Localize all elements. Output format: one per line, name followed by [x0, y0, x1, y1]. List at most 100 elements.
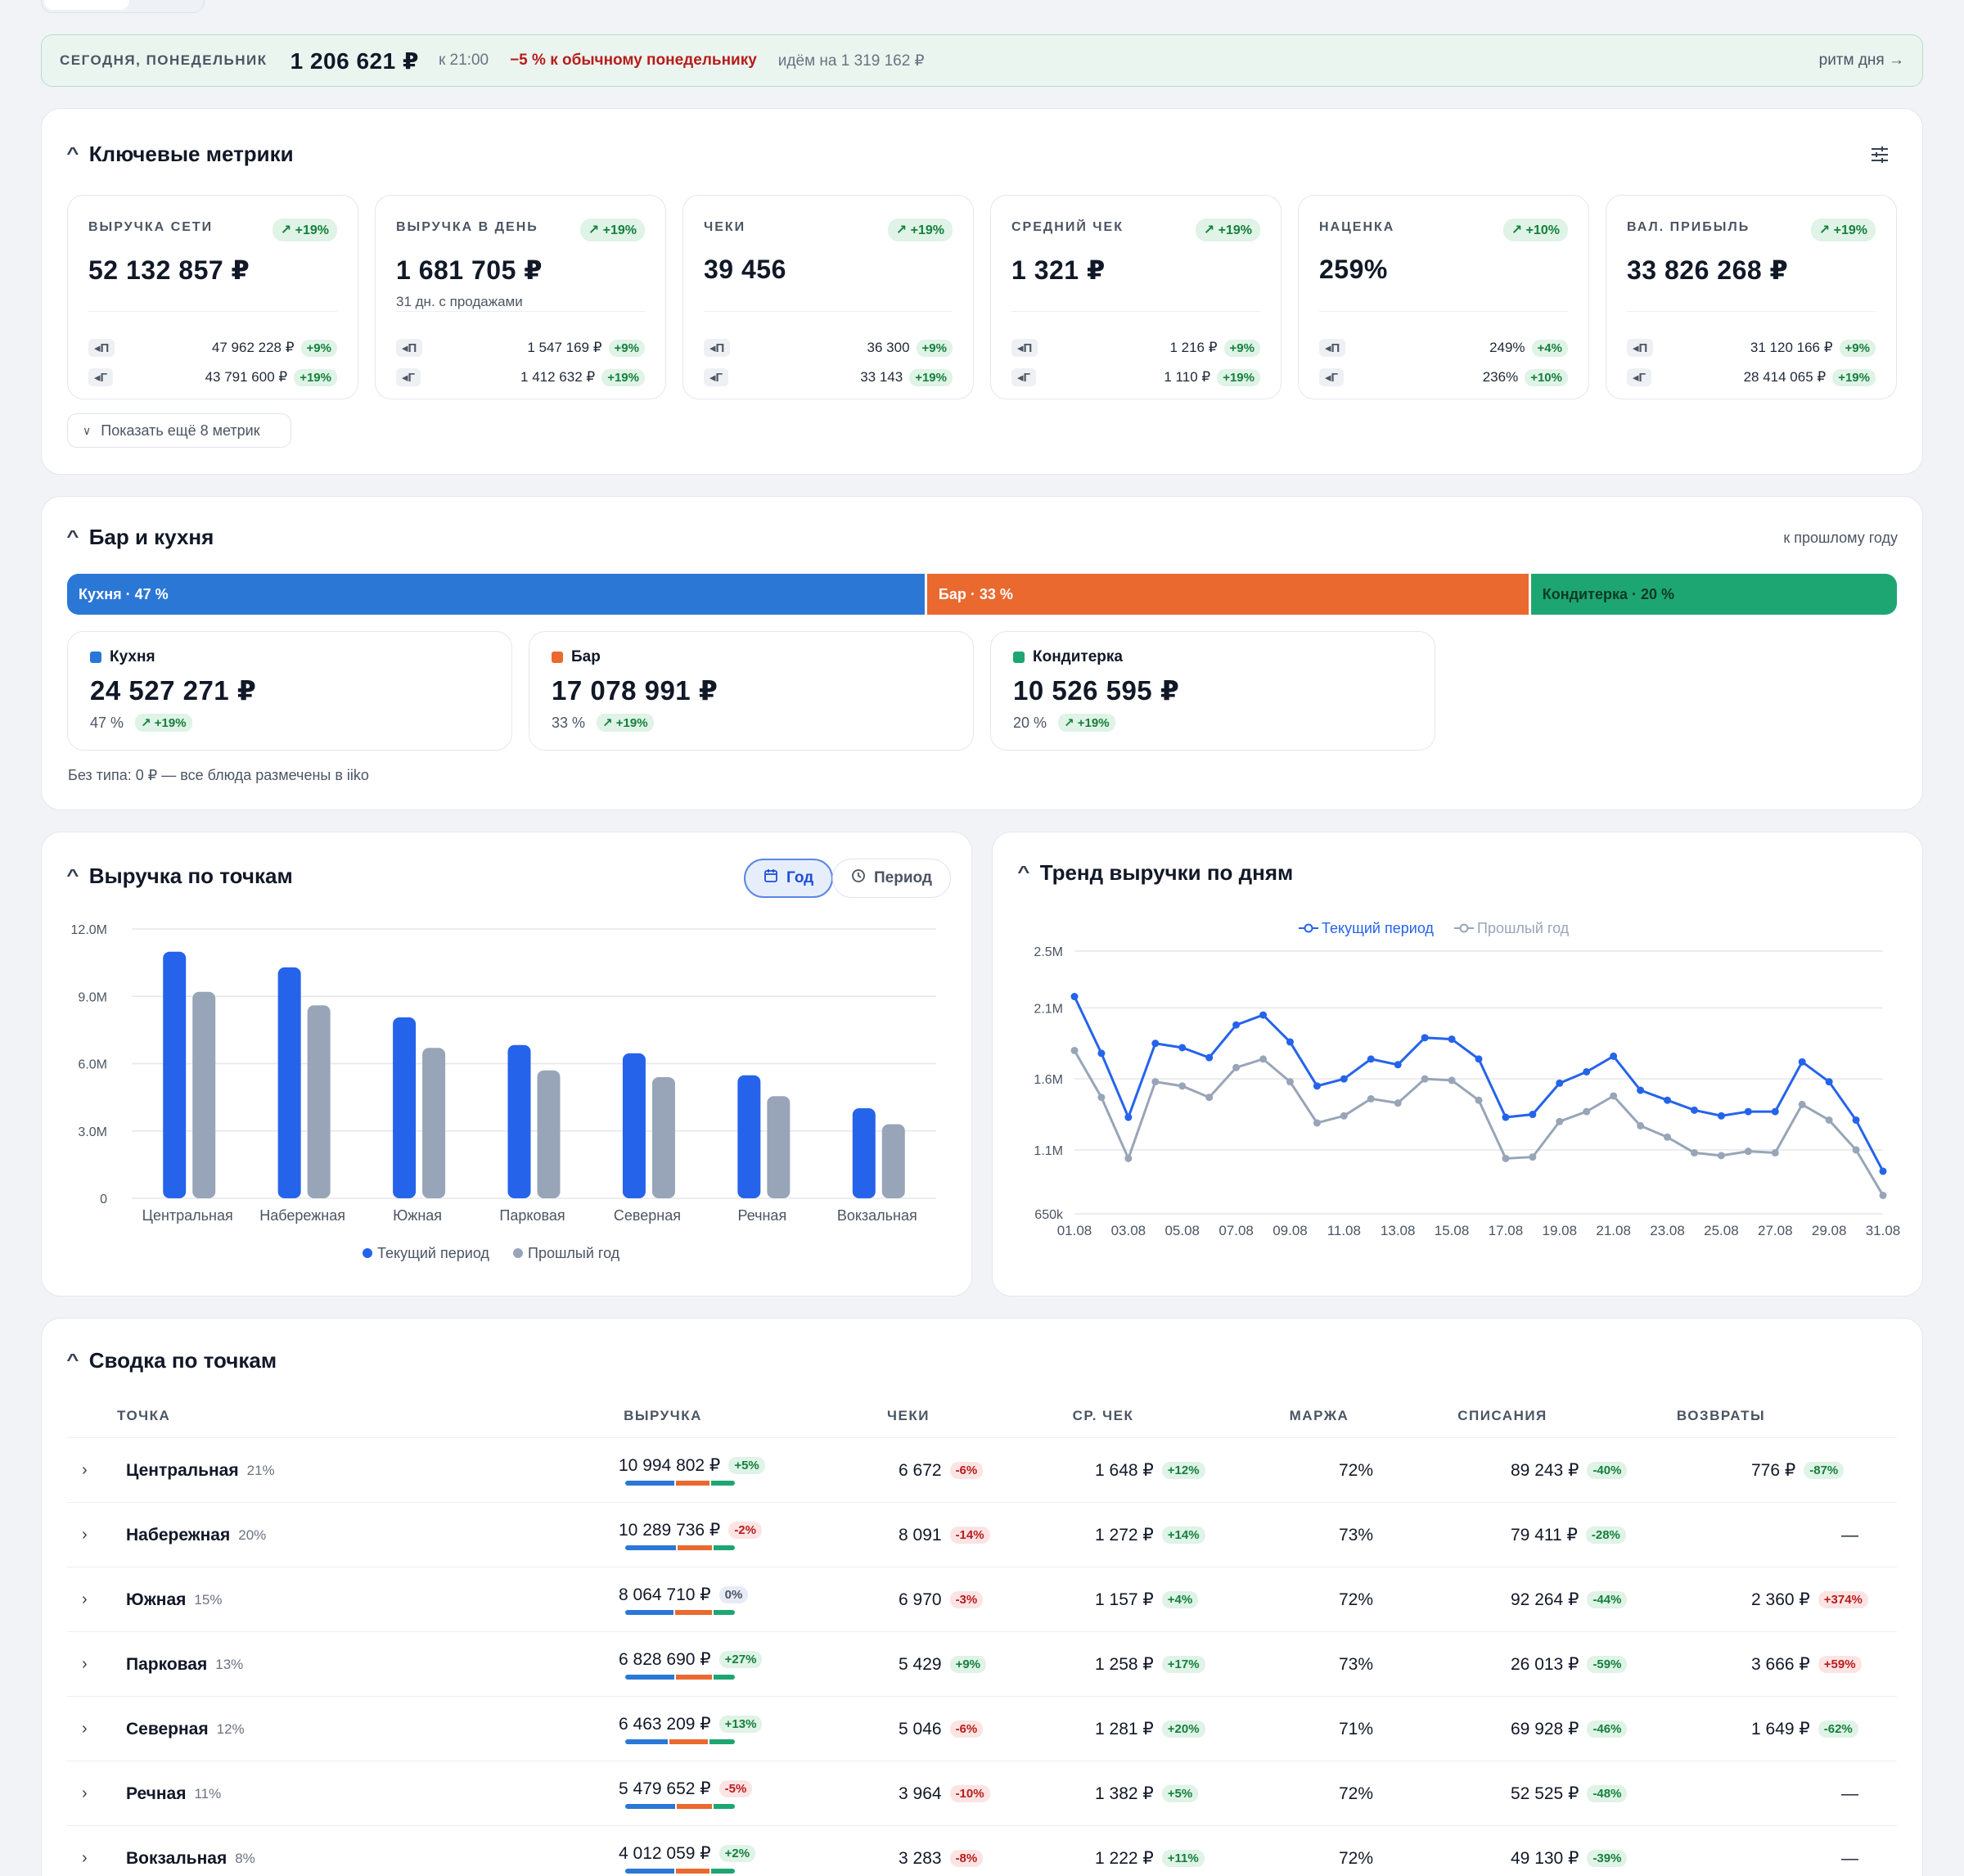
sliders-icon[interactable]	[1870, 145, 1890, 169]
data-point[interactable]	[1448, 1076, 1456, 1085]
data-point[interactable]	[1771, 1148, 1779, 1157]
data-point[interactable]	[1124, 1113, 1133, 1121]
data-point[interactable]	[1124, 1154, 1133, 1162]
data-point[interactable]	[1637, 1086, 1645, 1094]
data-point[interactable]	[1205, 1053, 1214, 1062]
data-point[interactable]	[1529, 1153, 1537, 1161]
data-point[interactable]	[1070, 1046, 1079, 1054]
chevron-right-icon[interactable]: ›	[82, 1655, 88, 1673]
category-card[interactable]: Кухня 24 527 271 ₽ 47 % ↗ +19%	[67, 631, 512, 751]
pastry-segment[interactable]: Кондитерка · 20 %	[1530, 574, 1897, 615]
data-point[interactable]	[1448, 1035, 1456, 1044]
chevron-up-icon[interactable]: ^	[66, 1351, 79, 1369]
bar-segment[interactable]: Бар · 33 %	[926, 574, 1531, 615]
data-point[interactable]	[1394, 1061, 1402, 1069]
data-point[interactable]	[1232, 1063, 1241, 1071]
data-point[interactable]	[1151, 1039, 1160, 1048]
table-row[interactable]: › Центральная 21% 10 994 802 ₽ +5% 6 672 -6% 1 …	[67, 1437, 1897, 1502]
data-point[interactable]	[1421, 1034, 1429, 1042]
legend-label[interactable]: Прошлый год	[1477, 920, 1570, 936]
show-more-metrics-button[interactable]: ∨ Показать ещё 8 метрик	[67, 413, 291, 448]
data-point[interactable]	[1852, 1146, 1860, 1154]
chevron-right-icon[interactable]: ›	[82, 1720, 88, 1738]
table-row[interactable]: › Парковая 13% 6 828 690 ₽ +27% 5 429 +9% 1 258…	[67, 1631, 1897, 1696]
kpi-card[interactable]: ВЫРУЧКА В ДЕНЬ ↗ +19% 1 681 705 ₽ 31 дн. с …	[375, 195, 666, 399]
day-rhythm-link[interactable]: ритм дня →	[1818, 52, 1904, 69]
chevron-up-icon[interactable]: ^	[66, 867, 79, 885]
data-point[interactable]	[1556, 1117, 1564, 1125]
data-point[interactable]	[1664, 1096, 1672, 1104]
data-point[interactable]	[1340, 1075, 1348, 1083]
data-point[interactable]	[1744, 1107, 1752, 1116]
data-point[interactable]	[1798, 1100, 1806, 1108]
view-switcher[interactable]	[41, 0, 205, 13]
data-point[interactable]	[1744, 1148, 1752, 1156]
bar[interactable]	[163, 951, 187, 1198]
legend-label[interactable]: Текущий период	[1322, 920, 1434, 936]
data-point[interactable]	[1690, 1106, 1698, 1114]
data-point[interactable]	[1286, 1078, 1294, 1086]
bar[interactable]	[307, 1005, 331, 1198]
kpi-card[interactable]: СРЕДНИЙ ЧЕК ↗ +19% 1 321 ₽ ◂П 1 216 ₽ +9% ◂Г 1 …	[990, 195, 1282, 399]
bar[interactable]	[192, 991, 216, 1198]
kpi-card[interactable]: ЧЕКИ ↗ +19% 39 456 ◂П 36 300 +9% ◂Г 33 143 +19%	[682, 195, 974, 399]
column-header[interactable]: СР. ЧЕК	[1072, 1408, 1134, 1423]
category-card[interactable]: Бар 17 078 991 ₽ 33 % ↗ +19%	[529, 631, 974, 751]
chevron-right-icon[interactable]: ›	[82, 1461, 88, 1479]
chevron-right-icon[interactable]: ›	[82, 1590, 88, 1608]
data-point[interactable]	[1178, 1044, 1187, 1052]
kpi-card[interactable]: ВЫРУЧКА СЕТИ ↗ +19% 52 132 857 ₽ ◂П 47 962 2…	[67, 195, 358, 399]
data-point[interactable]	[1340, 1112, 1348, 1120]
bar[interactable]	[393, 1017, 417, 1198]
data-point[interactable]	[1475, 1096, 1483, 1104]
data-point[interactable]	[1475, 1055, 1483, 1063]
revenue-by-points-header[interactable]: ^ Выручка по точкам	[66, 864, 292, 889]
bar[interactable]	[881, 1124, 905, 1198]
data-point[interactable]	[1852, 1116, 1860, 1124]
key-metrics-header[interactable]: ^ Ключевые метрики	[66, 142, 293, 167]
chevron-up-icon[interactable]: ^	[1017, 864, 1030, 882]
period-button[interactable]: Период	[832, 859, 951, 898]
column-header[interactable]: ТОЧКА	[117, 1408, 171, 1423]
data-point[interactable]	[1394, 1099, 1402, 1107]
bar[interactable]	[507, 1044, 531, 1198]
year-button[interactable]: Год	[744, 859, 834, 898]
chevron-up-icon[interactable]: ^	[66, 145, 79, 163]
category-card[interactable]: Кондитерка 10 526 595 ₽ 20 % ↗ +19%	[990, 631, 1435, 751]
data-point[interactable]	[1502, 1154, 1510, 1162]
column-header[interactable]: ВОЗВРАТЫ	[1676, 1408, 1766, 1423]
column-header[interactable]: СПИСАНИЯ	[1457, 1408, 1547, 1423]
data-point[interactable]	[1690, 1148, 1698, 1157]
bar[interactable]	[622, 1053, 646, 1198]
data-point[interactable]	[1664, 1133, 1672, 1141]
data-point[interactable]	[1556, 1079, 1564, 1087]
bar[interactable]	[277, 967, 301, 1198]
table-row[interactable]: › Набережная 20% 10 289 736 ₽ -2% 8 091 -14% 1 …	[67, 1502, 1897, 1567]
chevron-right-icon[interactable]: ›	[82, 1784, 88, 1802]
bar[interactable]	[651, 1076, 675, 1198]
data-point[interactable]	[1825, 1116, 1833, 1124]
data-point[interactable]	[1205, 1094, 1214, 1102]
data-point[interactable]	[1070, 993, 1079, 1001]
data-point[interactable]	[1232, 1021, 1241, 1029]
kpi-card[interactable]: ВАЛ. ПРИБЫЛЬ ↗ +19% 33 826 268 ₽ ◂П 31 120 1…	[1606, 195, 1897, 399]
table-row[interactable]: › Северная 12% 6 463 209 ₽ +13% 5 046 -6% 1 281…	[67, 1696, 1897, 1761]
data-point[interactable]	[1367, 1094, 1375, 1103]
data-point[interactable]	[1529, 1111, 1537, 1119]
data-point[interactable]	[1259, 1055, 1268, 1063]
data-point[interactable]	[1367, 1055, 1375, 1063]
view-switcher-active[interactable]	[44, 0, 129, 10]
data-point[interactable]	[1421, 1075, 1429, 1083]
table-row[interactable]: › Южная 15% 8 064 710 ₽ 0% 6 970 -3% 1 157 ₽ +4%…	[67, 1567, 1897, 1631]
data-point[interactable]	[1583, 1067, 1591, 1076]
revenue-trend-header[interactable]: ^ Тренд выручки по дням	[1017, 860, 1293, 886]
data-point[interactable]	[1798, 1058, 1806, 1066]
data-point[interactable]	[1879, 1167, 1887, 1175]
column-header[interactable]: ВЫРУЧКА	[624, 1408, 702, 1423]
column-header[interactable]: МАРЖА	[1289, 1408, 1349, 1423]
data-point[interactable]	[1313, 1119, 1321, 1127]
kpi-card[interactable]: НАЦЕНКА ↗ +10% 259% ◂П 249% +4% ◂Г 236% +10%	[1298, 195, 1589, 399]
data-point[interactable]	[1879, 1191, 1887, 1199]
data-point[interactable]	[1610, 1092, 1618, 1100]
chevron-right-icon[interactable]: ›	[82, 1849, 88, 1867]
